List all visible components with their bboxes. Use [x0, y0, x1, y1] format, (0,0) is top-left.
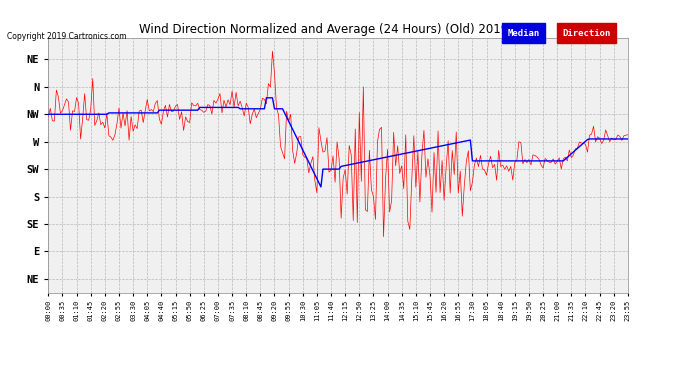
- Text: Copyright 2019 Cartronics.com: Copyright 2019 Cartronics.com: [7, 32, 126, 41]
- Text: Direction: Direction: [562, 28, 611, 38]
- Text: Median: Median: [507, 28, 540, 38]
- Title: Wind Direction Normalized and Average (24 Hours) (Old) 20190228: Wind Direction Normalized and Average (2…: [139, 23, 538, 36]
